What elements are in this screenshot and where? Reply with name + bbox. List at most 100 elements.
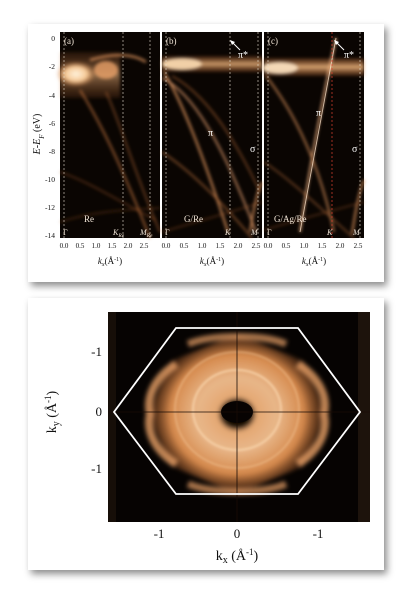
brillouin-zone-boundary	[112, 327, 362, 495]
x-tick-label: 1.0	[198, 242, 207, 250]
x-tick-label: 2.0	[336, 242, 345, 250]
x-tick-label: 0.0	[264, 242, 273, 250]
x-tick-labels: -1 0 -1	[154, 526, 324, 541]
y-tick-label: 0	[96, 404, 103, 419]
k-point-label: M	[352, 228, 361, 237]
y-tick-label: -1	[91, 461, 102, 476]
y-tick-labels: -1 0 -1	[91, 344, 102, 476]
sample-label: G/Ag/Re	[274, 214, 307, 224]
x-tick-label: 0.0	[60, 242, 69, 250]
band-dispersion	[265, 75, 335, 233]
x-tick-label: -1	[313, 526, 324, 541]
sigma-band	[161, 151, 253, 239]
x-tick-label: 1.0	[300, 242, 309, 250]
band-dispersion	[263, 201, 365, 231]
bright-spot	[94, 61, 118, 79]
pi-star-arrowhead	[334, 40, 339, 45]
y-tick-label: -2	[49, 62, 55, 71]
band-dispersion	[59, 207, 161, 223]
intensity-lobe	[186, 480, 288, 495]
x-tick-label: 1.5	[108, 242, 117, 250]
x-axis-title: kx (Å-1)	[216, 547, 259, 566]
y-tick-label: -10	[45, 175, 55, 184]
intensity-lobe	[295, 360, 329, 468]
y-tick-label: -6	[49, 119, 55, 128]
sigma-band	[248, 181, 263, 233]
y-tick-label: -14	[45, 231, 55, 240]
band-label-sigma: σ	[352, 144, 358, 155]
x-axis-title: kx(Å-1)	[302, 256, 326, 268]
y-tick-label: 0	[51, 34, 55, 43]
band-label-sigma: σ	[250, 144, 256, 155]
panel-a: (a) Re Γ KRe MRe	[56, 32, 161, 239]
panel-c: (c) π* π σ G/Ag/Re Γ K M	[262, 32, 366, 239]
x-tick-label: 0.5	[282, 242, 291, 250]
y-tick-label: -8	[49, 147, 55, 156]
arpes-figure-card: E-EF (eV) 0 -2 -4 -6 -8 -10 -12 -14	[28, 24, 384, 282]
k-point-label: KRe	[112, 228, 125, 239]
panel-b: (b) π* π σ G/Re Γ K M	[161, 32, 263, 239]
pi-band	[161, 77, 257, 233]
k-point-label: Γ	[267, 228, 272, 237]
x-axis-title: kx(Å-1)	[200, 256, 224, 268]
x-tick-label: 2.0	[124, 242, 133, 250]
sigma-band	[350, 179, 366, 235]
k-point-label: Γ	[63, 228, 68, 237]
y-axis-title: ky (Å-1)	[43, 390, 62, 433]
panel-tag: (b)	[166, 36, 177, 46]
band-label-pi: π	[316, 108, 321, 119]
band-dispersion	[105, 91, 161, 233]
fermi-surface-card: -1 0 -1 ky (Å-1) -1 0 -1 kx (Å-1)	[28, 298, 384, 570]
k-point-label: K	[224, 228, 231, 237]
x-tick-label: 0	[234, 526, 241, 541]
y-axis-title: E-EF (eV)	[32, 114, 46, 156]
edge-texture	[108, 312, 370, 522]
intensity-lobe	[186, 333, 288, 348]
band-dispersion	[89, 53, 147, 64]
y-tick-labels: 0 -2 -4 -6 -8 -10 -12 -14	[45, 34, 55, 240]
x-tick-label: 0.5	[76, 242, 85, 250]
x-tick-label: -1	[154, 526, 165, 541]
x-tick-label: 1.5	[216, 242, 225, 250]
x-tick-label: 1.0	[92, 242, 101, 250]
k-point-label: MRe	[139, 228, 153, 239]
band-dispersion	[161, 201, 263, 233]
pi-band-sharp	[299, 37, 337, 233]
band-dispersion	[79, 89, 151, 239]
x-tick-label: 2.0	[234, 242, 243, 250]
y-tick-label: -4	[49, 91, 55, 100]
y-tick-label: -12	[45, 203, 55, 212]
k-point-label: M	[250, 228, 259, 237]
bright-spot	[162, 58, 202, 70]
band-label-pi: π	[208, 128, 213, 139]
x-tick-label: 2.5	[354, 242, 363, 250]
x-tick-label: 0.0	[162, 242, 171, 250]
x-tick-labels-c: 0.0 0.5 1.0 1.5 2.0 2.5	[264, 242, 363, 250]
panel-tag: (a)	[64, 36, 74, 46]
sigma-band	[263, 161, 355, 239]
band-dispersion	[59, 171, 157, 221]
y-tick-label: -1	[91, 344, 102, 359]
panel-tag: (c)	[268, 36, 278, 46]
intensity-lobe	[145, 360, 179, 468]
x-tick-labels-a: 0.0 0.5 1.0 1.5 2.0 2.5	[60, 242, 149, 250]
pi-band-line	[299, 37, 337, 233]
sample-label: Re	[84, 214, 94, 224]
arpes-band-maps: E-EF (eV) 0 -2 -4 -6 -8 -10 -12 -14	[32, 32, 366, 268]
k-point-label: Γ	[165, 228, 170, 237]
bright-spot	[262, 62, 298, 74]
band-label-pi-star: π*	[344, 50, 354, 61]
x-axis-title: kx(Å-1)	[98, 256, 122, 268]
fermi-surface-map: -1 0 -1 ky (Å-1) -1 0 -1 kx (Å-1)	[43, 312, 370, 566]
band-dispersion	[171, 75, 261, 193]
x-tick-label: 2.5	[252, 242, 261, 250]
bright-spot	[56, 61, 96, 87]
k-point-label: K	[326, 228, 333, 237]
x-tick-label: 2.5	[140, 242, 149, 250]
x-tick-labels-b: 0.0 0.5 1.0 1.5 2.0 2.5	[162, 242, 261, 250]
x-tick-label: 1.5	[318, 242, 327, 250]
band-label-pi-star: π*	[238, 50, 248, 61]
sample-label: G/Re	[184, 214, 203, 224]
x-tick-label: 0.5	[180, 242, 189, 250]
pi-star-arrowhead	[230, 40, 235, 45]
